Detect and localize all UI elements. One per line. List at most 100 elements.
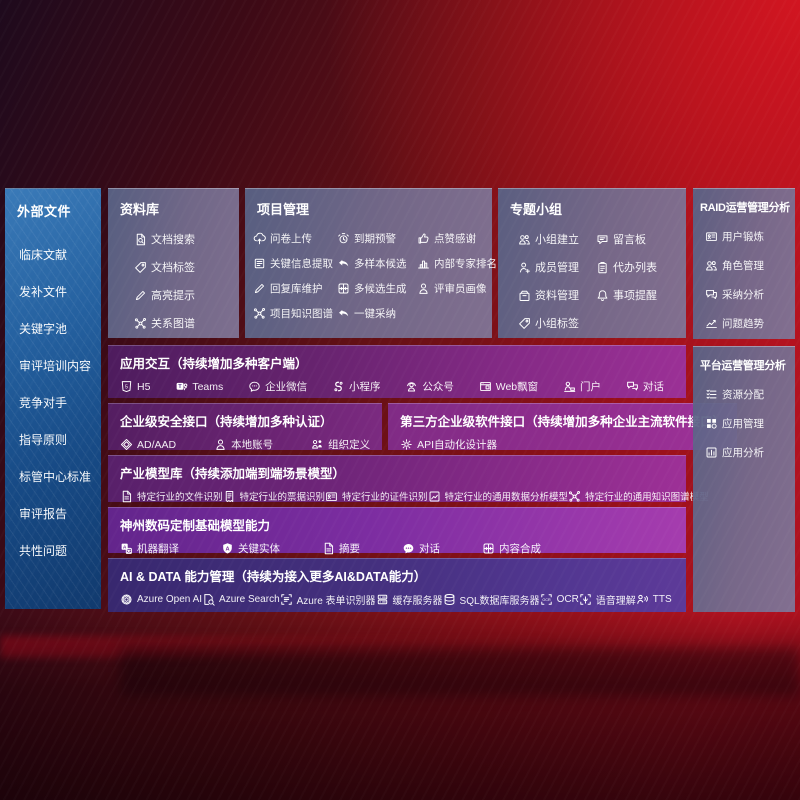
feature-item-label: 摘要 xyxy=(339,543,360,555)
feature-item-label: OCR xyxy=(556,594,579,605)
feature-item: 角色管理 xyxy=(705,258,795,273)
feature-item-label: Azure Search xyxy=(219,594,280,605)
svg-text:T: T xyxy=(179,384,183,390)
feature-item-label: 回复库维护 xyxy=(270,283,323,295)
feature-item: 多样本候选 xyxy=(337,256,417,271)
feature-item-label: 高亮提示 xyxy=(151,290,195,302)
feature-item-label: 资料管理 xyxy=(535,290,579,302)
feature-item: Azure 表单识别器 xyxy=(280,592,376,607)
feature-item: Azure Open AI xyxy=(120,593,202,606)
feature-item: 企业微信 xyxy=(248,379,307,394)
feature-item-label: 小组建立 xyxy=(535,234,579,246)
svg-text:A: A xyxy=(225,546,229,552)
library-panel: 资料库 文档搜索文档标签高亮提示关系图谱文档分类 xyxy=(108,188,239,358)
feature-item-label: 问题趋势 xyxy=(722,318,764,330)
thirdparty-interface-items: API自动化设计器 xyxy=(400,437,725,452)
role-manage-icon xyxy=(705,259,718,272)
wechat-work-icon xyxy=(248,380,261,393)
sidebar-item: 指导原则 xyxy=(19,433,68,447)
raid-analysis-panel: RAID运营管理分析 用户锻炼角色管理采纳分析问题趋势 xyxy=(693,188,795,339)
feature-item: 内部专家排名 xyxy=(417,256,497,271)
feature-item-label: 特定行业的通用知识图谱模型 xyxy=(585,492,709,503)
architecture-diagram: 外部文件 临床文献 发补文件 关键字池 审评培训内容 竞争对手 指导原则 标管中心标准 审评报… xyxy=(5,188,795,612)
reply-maintain-icon xyxy=(253,282,266,295)
resource-alloc-icon xyxy=(705,388,718,401)
material-manage-icon xyxy=(518,289,531,302)
feature-item-label: 一键采纳 xyxy=(354,308,396,320)
svg-text:A: A xyxy=(123,544,127,550)
multi-sample-icon xyxy=(337,257,350,270)
project-panel-title: 项目管理 xyxy=(257,202,310,217)
summary-doc-icon xyxy=(322,542,335,555)
feature-item-label: 多候选生成 xyxy=(354,283,407,295)
h5-icon: 5 xyxy=(120,380,133,393)
background-bottom-shade xyxy=(0,612,800,800)
svg-text:5: 5 xyxy=(125,384,128,390)
expert-ranking-icon xyxy=(417,257,430,270)
app-interaction-items: 5 H5 T Teams 企业微信 小程序 公众号 Web飘窗 门户 对话 xyxy=(120,379,674,394)
industry-model-title: 产业模型库（持续添加端到端场景模型） xyxy=(120,467,346,481)
file-recognition-icon xyxy=(120,490,133,503)
group-panel-title: 专题小组 xyxy=(510,202,563,217)
group-create-icon xyxy=(518,233,531,246)
teams-icon: T xyxy=(175,380,188,393)
feature-row: 成员管理 代办列表 xyxy=(518,259,686,275)
org-define-icon xyxy=(311,438,324,451)
external-files-title: 外部文件 xyxy=(17,204,72,219)
feature-item: 项目知识图谱 xyxy=(253,306,337,321)
feature-item: Azure Search xyxy=(202,593,280,606)
feature-item: 缓存服务器 xyxy=(376,592,443,607)
receipt-recognition-icon xyxy=(223,490,236,503)
feature-item: 文档标签 xyxy=(134,259,239,275)
feature-item-label: Azure Open AI xyxy=(137,594,203,605)
one-click-adopt-icon xyxy=(337,307,350,320)
feature-item: 公众号 xyxy=(405,379,454,394)
feature-item-label: 文档标签 xyxy=(151,262,195,274)
feature-item-label: 特定行业的通用数据分析模型 xyxy=(444,492,569,503)
project-items: 问卷上传 到期预警 点赞感谢 关键信息提取 多样本候选 内部专家排名 回复库维护 多候选生成 评… xyxy=(245,218,497,321)
feature-item: A 机器翻译 xyxy=(120,541,179,556)
feature-item: 点赞感谢 xyxy=(417,231,476,246)
relation-graph-icon xyxy=(134,317,147,330)
feature-item-label: 项目知识图谱 xyxy=(270,308,333,320)
feature-item-label: 用户锻炼 xyxy=(722,231,764,243)
feature-item: 对话 xyxy=(626,379,664,394)
feature-item: 采纳分析 xyxy=(705,287,795,302)
multi-generate-icon xyxy=(337,282,350,295)
topic-group-panel: 专题小组 小组建立 留言板 成员管理 代办列表 资料管理 事项提醒 小组标签 xyxy=(498,188,686,338)
feature-item: 多候选生成 xyxy=(337,281,417,296)
raid-panel-title: RAID运营管理分析 xyxy=(700,202,790,214)
feature-item-label: 成员管理 xyxy=(535,262,579,274)
feature-item-label: 特定行业的证件识别 xyxy=(342,492,428,503)
issue-trend-icon xyxy=(705,317,718,330)
library-panel-title: 资料库 xyxy=(120,202,160,217)
doc-tag-icon xyxy=(134,261,147,274)
right-column: RAID运营管理分析 用户锻炼 角色管理 采纳分析 问题趋势 平台运营管理分析 资源分… xyxy=(693,188,795,612)
platform-items: 资源分配 应用管理 应用分析 xyxy=(693,373,795,460)
sidebar-item: 共性问题 xyxy=(19,544,68,558)
ai-data-title: AI & DATA 能力管理（持续为接入更多AI&DATA能力） xyxy=(120,570,427,584)
industry-model-band: 产业模型库（持续添加端到端场景模型） 特定行业的文件识别 特定行业的票据识别 特定行… xyxy=(108,455,709,503)
alarm-warning-icon xyxy=(337,232,350,245)
feature-item-label: 机器翻译 xyxy=(137,543,179,555)
feature-item: 评审员画像 xyxy=(417,281,487,296)
feature-item-label: 小组标签 xyxy=(535,318,579,330)
feature-item-label: 企业微信 xyxy=(265,381,308,393)
feature-item: 小组建立 xyxy=(518,231,596,247)
feature-item: 特定行业的通用数据分析模型 xyxy=(428,489,569,503)
feature-item: 5 H5 xyxy=(120,380,150,393)
highlight-pen-icon xyxy=(134,289,147,302)
id-recognition-icon xyxy=(325,490,338,503)
app-manage-icon xyxy=(705,417,718,430)
feature-item: 语音理解 xyxy=(579,592,636,607)
feature-item-label: 关键信息提取 xyxy=(270,258,333,270)
feature-row: 资料管理 事项提醒 xyxy=(518,287,686,303)
feature-item-label: 特定行业的票据识别 xyxy=(239,492,326,503)
top-panel-row: 资料库 文档搜索文档标签高亮提示关系图谱文档分类 项目管理 问卷上传到期预警点赞… xyxy=(108,188,686,358)
feature-item-label: Teams xyxy=(192,380,224,393)
sidebar-item: 审评报告 xyxy=(19,507,68,521)
feature-item: 内容合成 xyxy=(482,541,541,556)
azure-search-icon xyxy=(202,593,215,606)
feature-item: 摘要 xyxy=(322,541,360,556)
